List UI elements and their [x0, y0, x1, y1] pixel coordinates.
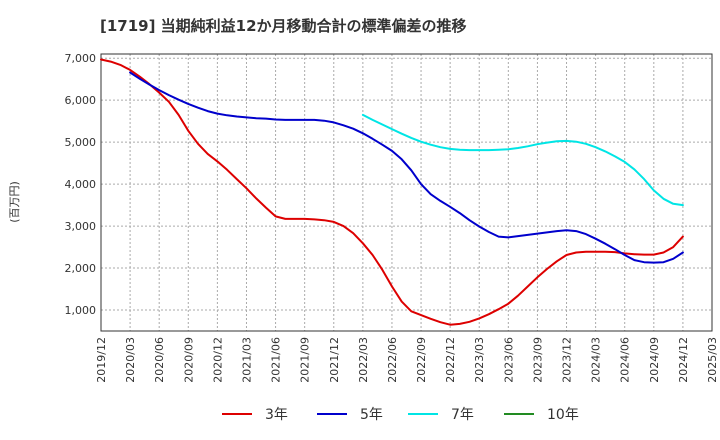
series-line-7年	[361, 113, 684, 207]
x-tick-label: 2021/12	[328, 337, 341, 383]
x-tick-label: 2022/06	[386, 337, 399, 383]
x-tick-label: 2023/06	[502, 337, 515, 383]
x-tick-label: 2024/06	[619, 337, 632, 383]
legend-label: 10年	[547, 407, 579, 423]
y-tick-label: 2,000	[65, 262, 97, 275]
x-tick-label: 2021/06	[270, 337, 283, 383]
x-tick-label: 2024/09	[648, 337, 661, 383]
plot-area	[100, 53, 713, 332]
legend: 3年 5年 7年 10年	[222, 407, 579, 423]
legend-label: 5年	[360, 407, 383, 423]
x-tick-label: 2022/12	[444, 337, 457, 383]
series-line-5年	[129, 71, 684, 264]
x-tick-label: 2021/03	[240, 337, 253, 383]
y-tick-label: 6,000	[65, 94, 97, 107]
x-axis: 2019/12 2020/03 2020/06 2020/09 2020/12 2021/…	[95, 337, 719, 383]
y-tick-label: 7,000	[65, 52, 97, 65]
x-tick-label: 2020/06	[153, 337, 166, 383]
series-lines	[100, 58, 684, 326]
x-tick-label: 2022/03	[357, 337, 370, 383]
legend-label: 3年	[265, 407, 288, 423]
x-tick-label: 2024/12	[677, 337, 690, 383]
x-tick-label: 2020/03	[124, 337, 137, 383]
y-axis: 1,000 2,000 3,000 4,000 5,000 6,000 7,000	[65, 52, 97, 317]
x-tick-label: 2021/09	[299, 337, 312, 383]
grid	[100, 54, 713, 331]
x-tick-label: 2023/09	[531, 337, 544, 383]
x-tick-label: 2023/12	[561, 337, 574, 383]
x-tick-label: 2020/12	[211, 337, 224, 383]
series-line-3年	[100, 58, 684, 326]
y-tick-label: 5,000	[65, 136, 97, 149]
x-tick-label: 2023/03	[473, 337, 486, 383]
x-tick-label: 2025/03	[706, 337, 719, 383]
y-tick-label: 1,000	[65, 304, 97, 317]
x-tick-label: 2019/12	[95, 337, 108, 383]
x-tick-label: 2022/09	[415, 337, 428, 383]
y-axis-label: (百万円)	[8, 181, 21, 223]
x-tick-label: 2020/09	[182, 337, 195, 383]
y-tick-label: 4,000	[65, 178, 97, 191]
chart-title: [1719] 当期純利益12か月移動合計の標準偏差の推移	[100, 17, 467, 35]
y-tick-label: 3,000	[65, 220, 97, 233]
legend-label: 7年	[451, 407, 474, 423]
x-tick-label: 2024/03	[590, 337, 603, 383]
